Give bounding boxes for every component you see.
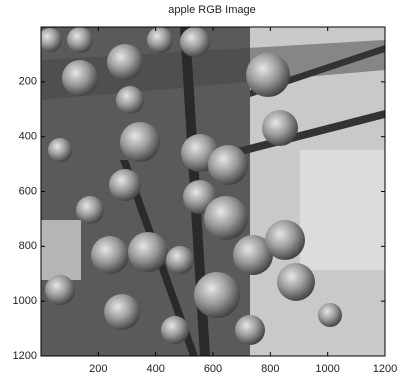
chart-title: apple RGB Image [168,4,255,16]
y-tick-label: 600 [19,185,37,197]
y-tick-label: 1200 [13,350,37,362]
y-tick-label: 800 [19,240,37,252]
y-tick-label: 400 [19,131,37,143]
x-tick-label: 1200 [373,363,397,375]
x-tick-label: 400 [146,363,164,375]
y-tick-label: 200 [19,76,37,88]
x-tick-label: 200 [89,363,107,375]
figure: apple RGB Image (() => { const data = JS… [0,0,399,378]
x-tick-label: 600 [204,363,222,375]
x-tick-label: 1000 [315,363,339,375]
y-tick-label: 1000 [13,295,37,307]
x-tick-label: 800 [261,363,279,375]
image [38,27,385,356]
